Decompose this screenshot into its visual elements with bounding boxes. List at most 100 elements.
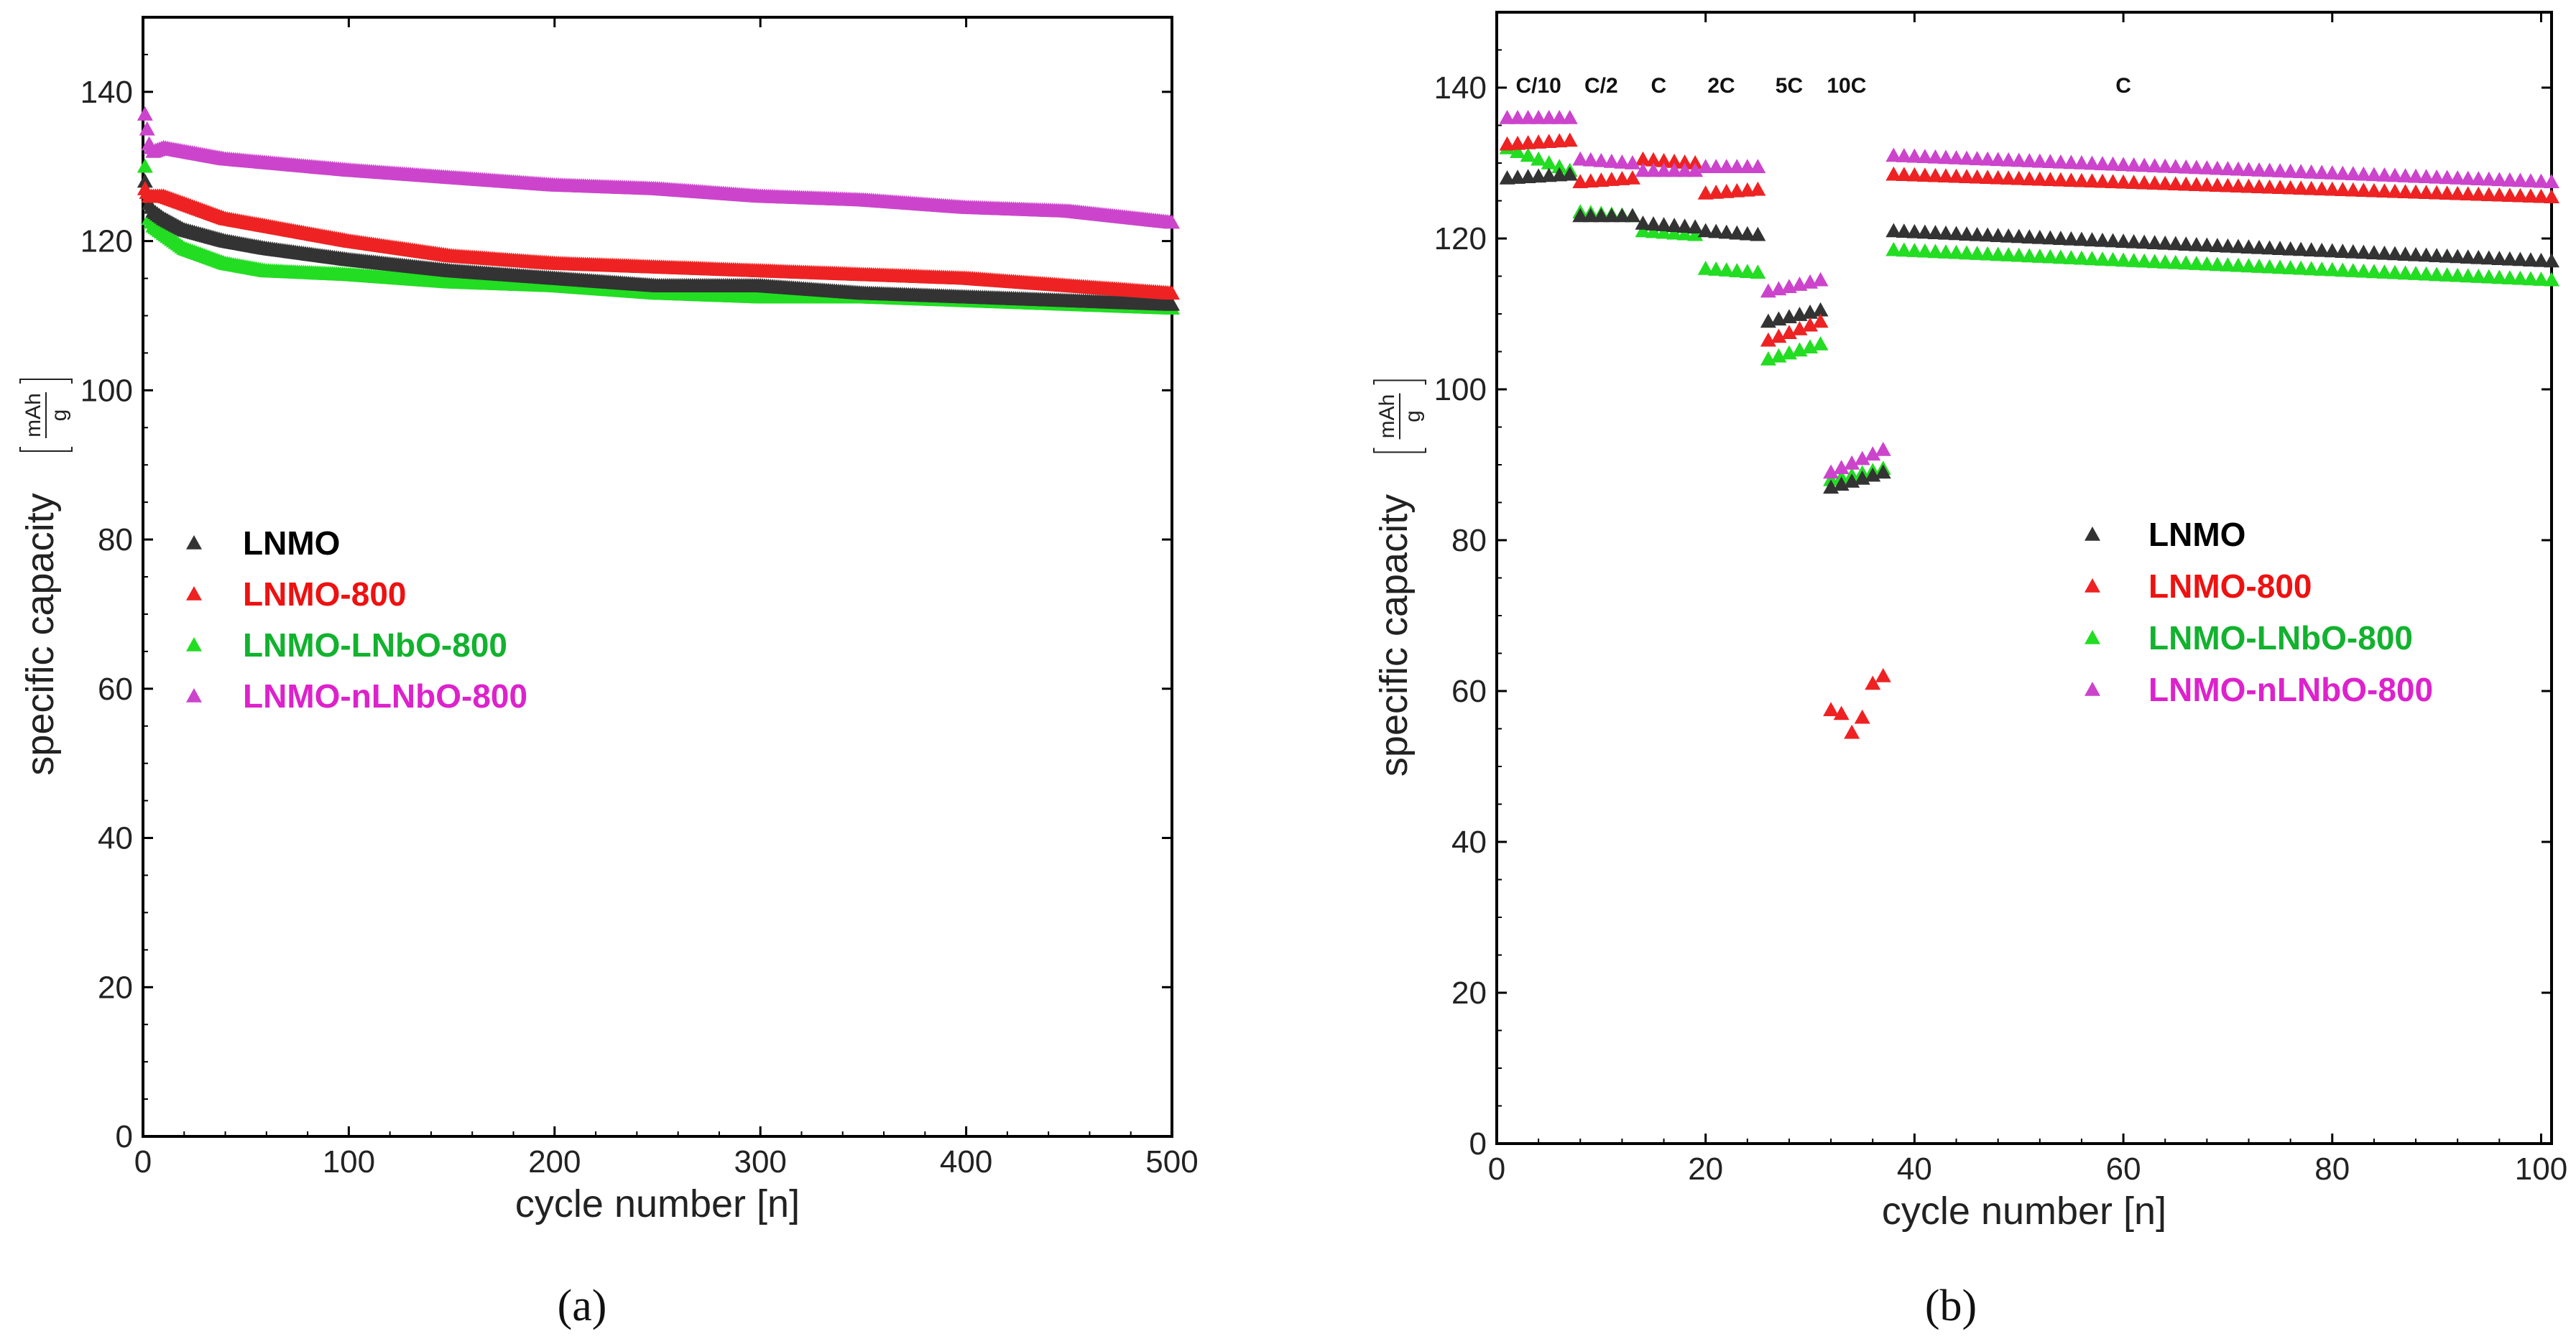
- data-point: [2063, 250, 2079, 264]
- data-point: [2272, 259, 2289, 274]
- data-point: [2418, 266, 2434, 281]
- x-tick-label: 80: [2314, 1151, 2350, 1187]
- data-point: [1990, 170, 2006, 185]
- data-point: [1666, 218, 1683, 232]
- data-point: [2209, 238, 2225, 252]
- data-point: [1676, 154, 1693, 169]
- data-point: [1572, 151, 1589, 166]
- data-point: [2188, 177, 2205, 192]
- data-point: [1510, 144, 1526, 159]
- data-point: [1593, 172, 1610, 187]
- data-point: [1614, 208, 1630, 223]
- rate-label: C/2: [1584, 74, 1618, 98]
- data-point: [2533, 188, 2549, 203]
- data-point: [1656, 217, 1672, 231]
- rate-label: 2C: [1707, 74, 1735, 98]
- data-point: [1937, 225, 1954, 240]
- data-point: [2282, 163, 2299, 178]
- data-point: [1708, 261, 1725, 276]
- data-point: [2063, 172, 2079, 187]
- data-point: [1520, 147, 1536, 162]
- x-tick-label: 300: [734, 1144, 786, 1180]
- data-point: [2460, 170, 2476, 185]
- data-point: [1969, 246, 1985, 260]
- data-point: [2209, 160, 2225, 175]
- data-point: [1781, 325, 1797, 340]
- data-point: [1499, 110, 1515, 124]
- data-point: [2439, 248, 2455, 263]
- data-point: [2240, 162, 2257, 177]
- x-tick-label: 40: [1897, 1151, 1932, 1187]
- data-point: [1885, 166, 1902, 181]
- data-point: [2397, 168, 2414, 182]
- data-point: [2355, 244, 2372, 259]
- data-point: [2470, 171, 2487, 185]
- data-point: [2042, 230, 2059, 245]
- data-point: [1990, 246, 2006, 261]
- x-tick-label: 400: [940, 1144, 992, 1180]
- data-point: [2429, 248, 2445, 262]
- data-point: [2157, 254, 2174, 269]
- data-point: [1520, 169, 1536, 184]
- data-point: [1896, 148, 1912, 162]
- data-point: [1812, 336, 1829, 351]
- data-point: [2345, 244, 2361, 259]
- data-point: [1875, 668, 1891, 682]
- data-point: [1916, 149, 1933, 164]
- data-point: [2376, 167, 2393, 182]
- rate-label: 5C: [1776, 74, 1803, 98]
- data-point: [2220, 177, 2236, 193]
- data-point: [1729, 225, 1745, 240]
- data-point: [2450, 185, 2466, 200]
- data-point: [1937, 168, 1954, 183]
- data-point: [2303, 242, 2319, 256]
- data-point: [1624, 155, 1640, 170]
- data-point: [1718, 183, 1735, 198]
- series-lnmo: [1499, 166, 2559, 494]
- data-point: [2408, 266, 2424, 280]
- data-point: [1906, 223, 1923, 238]
- data-point: [1718, 224, 1735, 239]
- data-point: [1959, 169, 1975, 184]
- y-tick-label: 80: [98, 522, 133, 557]
- data-point: [2355, 166, 2372, 181]
- data-point: [1750, 181, 1766, 196]
- data-point: [2501, 172, 2518, 187]
- data-point: [2188, 159, 2205, 175]
- data-point: [1676, 226, 1693, 241]
- data-point: [1906, 167, 1923, 182]
- data-point: [2105, 251, 2121, 267]
- data-point: [1572, 174, 1589, 189]
- y-tick-label: 80: [1451, 523, 1487, 558]
- data-point: [1614, 171, 1630, 185]
- data-point: [2470, 186, 2487, 201]
- data-point: [1948, 244, 1965, 259]
- data-point: [1865, 446, 1881, 461]
- data-point: [1499, 136, 1515, 151]
- data-point: [2240, 258, 2257, 273]
- data-point: [2376, 245, 2393, 260]
- unit-denominator: g: [1401, 410, 1425, 422]
- data-point: [1948, 226, 1965, 241]
- data-point: [2512, 270, 2529, 285]
- data-point: [1927, 244, 1944, 259]
- data-point: [1833, 460, 1850, 474]
- data-point: [2303, 164, 2319, 179]
- data-point: [1676, 218, 1693, 233]
- data-point: [2084, 173, 2100, 188]
- data-point: [2293, 260, 2309, 275]
- data-point: [2355, 182, 2372, 198]
- y-tick-label: 40: [1451, 825, 1487, 860]
- data-point: [1959, 150, 1975, 165]
- data-point: [1551, 110, 1568, 124]
- data-point: [2095, 251, 2111, 266]
- data-point: [1520, 135, 1536, 149]
- data-point: [1666, 225, 1683, 240]
- legend-marker: [2085, 682, 2100, 696]
- data-point: [2501, 187, 2518, 203]
- data-point: [1614, 154, 1630, 169]
- data-point: [1561, 166, 1578, 181]
- data-point: [2230, 161, 2246, 176]
- data-point: [1603, 153, 1620, 168]
- data-point: [2052, 172, 2069, 187]
